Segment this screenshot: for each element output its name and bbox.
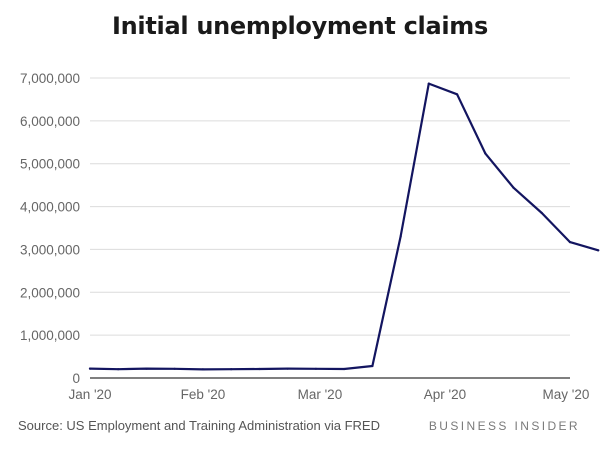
series-line — [88, 82, 600, 371]
data-point — [540, 211, 543, 215]
data-point — [427, 82, 430, 85]
data-point — [230, 368, 233, 371]
x-tick-label: May '20 — [543, 387, 590, 402]
y-tick-label: 5,000,000 — [20, 157, 80, 172]
x-tick-label: Mar '20 — [298, 387, 343, 402]
data-point — [371, 364, 374, 368]
data-point — [145, 367, 148, 370]
y-tick-label: 1,000,000 — [20, 328, 80, 343]
x-tick-label: Jan '20 — [68, 387, 111, 402]
y-tick-label: 3,000,000 — [20, 242, 80, 257]
y-tick-label: 4,000,000 — [20, 200, 80, 215]
brand-logo-text: BUSINESS INSIDER — [428, 419, 580, 433]
x-tick-label: Feb '20 — [181, 387, 226, 402]
data-point — [456, 93, 459, 96]
data-point — [117, 368, 120, 371]
data-point — [597, 249, 600, 252]
data-point — [484, 152, 487, 155]
y-tick-label: 7,000,000 — [20, 71, 80, 86]
data-point — [258, 367, 261, 371]
data-point — [343, 367, 346, 371]
data-point — [568, 241, 572, 244]
data-point — [314, 367, 317, 370]
series-layer — [88, 82, 600, 371]
source-note: Source: US Employment and Training Admin… — [18, 418, 380, 433]
x-tick-label: Apr '20 — [424, 387, 466, 402]
data-point — [88, 367, 92, 370]
chart-title: Initial unemployment claims — [112, 12, 488, 40]
data-point — [286, 367, 289, 370]
y-tick-label: 6,000,000 — [20, 114, 80, 129]
data-point — [201, 368, 204, 371]
y-tick-label: 0 — [72, 371, 80, 386]
y-tick-label: 2,000,000 — [20, 285, 80, 300]
x-axis-ticks: Jan '20 Feb '20 Mar '20 Apr '20 May '20 — [68, 387, 589, 402]
grid-layer — [90, 77, 570, 336]
y-axis-ticks: 0 1,000,000 2,000,000 3,000,000 4,000,000 5,0… — [20, 71, 80, 386]
data-point — [173, 367, 176, 370]
data-point — [512, 186, 515, 189]
data-point — [399, 235, 402, 238]
